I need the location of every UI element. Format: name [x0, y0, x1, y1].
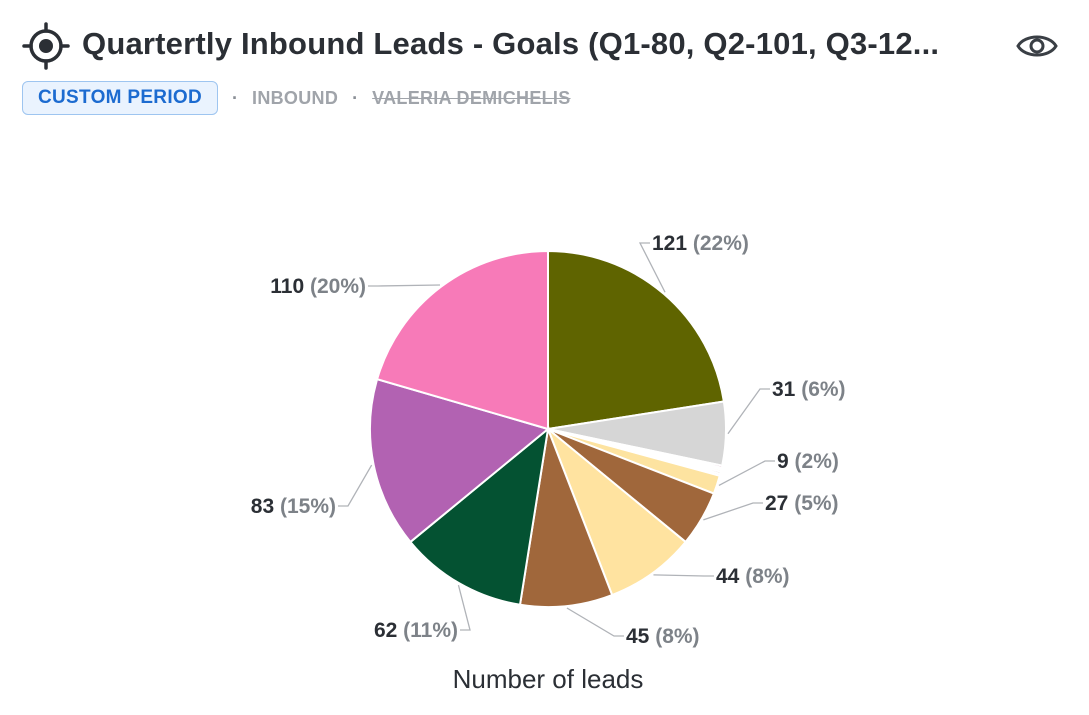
- slice-data-label: 27 (5%): [765, 492, 839, 515]
- slice-data-label: 45 (8%): [626, 625, 700, 648]
- slice-data-label: 62 (11%): [374, 619, 458, 642]
- period-badge[interactable]: CUSTOM PERIOD: [22, 81, 219, 115]
- pie-slice[interactable]: [547, 249, 726, 431]
- owner-name: VALERIA DEMICHELIS: [372, 87, 571, 108]
- pie-leader-lines: [338, 242, 775, 637]
- leader-line: [638, 242, 666, 293]
- slice-data-label: 121 (22%): [652, 232, 749, 255]
- slice-data-label: 83 (15%): [251, 495, 336, 518]
- pie-slices: [369, 249, 727, 608]
- slice-data-label: 110 (20%): [270, 275, 366, 298]
- leader-line: [653, 574, 714, 577]
- x-axis-label: Number of leads: [453, 664, 644, 694]
- leader-line: [718, 460, 775, 486]
- pie-slice[interactable]: [545, 425, 687, 597]
- widget-meta: CUSTOM PERIOD · INBOUND · VALERIA DEMICH…: [22, 80, 571, 116]
- source-tag: INBOUND: [252, 87, 339, 108]
- leader-line: [703, 502, 763, 521]
- separator-dot: ·: [232, 87, 239, 108]
- slice-data-label: 31 (6%): [772, 378, 846, 401]
- pie-labels: 121 (22%) 31 (6%) 9 (2%) 27 (5%) 44 (8%) 45 (…: [251, 232, 846, 648]
- leader-line: [457, 584, 471, 631]
- pie-slice[interactable]: [409, 426, 550, 606]
- widget-header: Quartertly Inbound Leads - Goals (Q1-80,…: [22, 22, 1059, 72]
- leader-line: [368, 284, 441, 287]
- leader-line: [566, 607, 624, 637]
- separator-dot: ·: [352, 87, 359, 108]
- leader-line: [338, 464, 373, 507]
- pie-slice[interactable]: [375, 249, 549, 431]
- leader-line: [727, 388, 770, 435]
- pie-slice[interactable]: [518, 425, 614, 608]
- slice-data-label: 9 (2%): [777, 450, 839, 473]
- target-icon: [22, 22, 70, 70]
- slice-data-label: 44 (8%): [716, 565, 790, 588]
- pie-slice[interactable]: [369, 377, 551, 544]
- eye-icon[interactable]: [1015, 28, 1059, 64]
